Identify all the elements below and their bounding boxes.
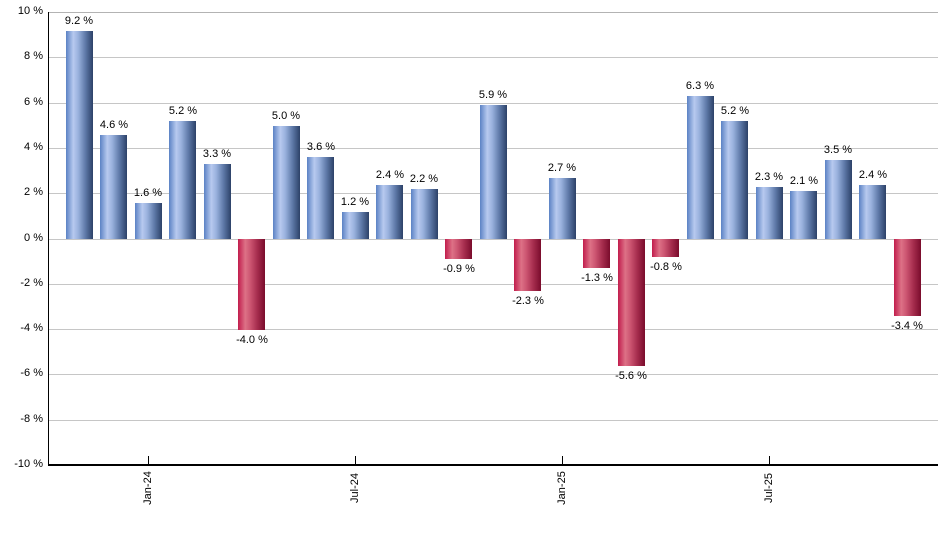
- bar-sep-24[interactable]: [411, 189, 438, 239]
- bar-value-label: 2.4 %: [858, 169, 888, 181]
- bar-value-label: 5.2 %: [168, 105, 198, 117]
- x-axis-tick: [148, 456, 149, 465]
- y-axis-label: -2 %: [20, 277, 43, 289]
- bar-value-label: -0.8 %: [650, 261, 682, 273]
- bar-jun-25[interactable]: [721, 121, 748, 239]
- bar-nov-24[interactable]: [480, 105, 507, 239]
- bar-value-label: 2.2 %: [409, 173, 439, 185]
- bar-value-label: -5.6 %: [615, 370, 647, 382]
- bar-feb-24[interactable]: [169, 121, 196, 239]
- bar-value-label: 2.7 %: [547, 162, 577, 174]
- bar-nov-23[interactable]: [66, 31, 93, 239]
- bar-sep-25[interactable]: [825, 160, 852, 239]
- y-axis-label: 0 %: [24, 232, 43, 244]
- gridline: [48, 374, 938, 375]
- x-axis-line: [48, 464, 938, 466]
- gridline: [48, 284, 938, 285]
- bar-value-label: 9.2 %: [64, 15, 94, 27]
- y-axis-label: -8 %: [20, 413, 43, 425]
- bar-value-label: 1.6 %: [133, 187, 163, 199]
- gridline: [48, 103, 938, 104]
- bar-value-label: 6.3 %: [685, 80, 715, 92]
- gridline: [48, 57, 938, 58]
- x-axis-label-jul-24: Jul-24: [349, 473, 361, 503]
- x-axis-tick: [562, 456, 563, 465]
- x-axis-label-jul-25: Jul-25: [763, 473, 775, 503]
- bar-value-label: 4.6 %: [99, 119, 129, 131]
- bar-apr-24[interactable]: [238, 239, 265, 330]
- bar-value-label: 3.6 %: [306, 141, 336, 153]
- gridline: [48, 12, 938, 13]
- y-axis-label: 2 %: [24, 186, 43, 198]
- bar-aug-25[interactable]: [790, 191, 817, 239]
- bar-may-25[interactable]: [687, 96, 714, 239]
- bar-value-label: 5.0 %: [271, 110, 301, 122]
- bar-value-label: -1.3 %: [581, 272, 613, 284]
- bar-jun-24[interactable]: [307, 157, 334, 239]
- bar-value-label: 5.2 %: [720, 105, 750, 117]
- bar-apr-25[interactable]: [652, 239, 679, 257]
- bar-value-label: 2.1 %: [789, 175, 819, 187]
- bar-value-label: 2.4 %: [375, 169, 405, 181]
- bar-jan-24[interactable]: [135, 203, 162, 239]
- gridline: [48, 329, 938, 330]
- y-axis-label: 10 %: [17, 5, 43, 17]
- bar-feb-25[interactable]: [583, 239, 610, 268]
- bar-dec-23[interactable]: [100, 135, 127, 239]
- gridline: [48, 239, 938, 240]
- bar-value-label: -3.4 %: [891, 320, 923, 332]
- bar-dec-24[interactable]: [514, 239, 541, 291]
- bar-aug-24[interactable]: [376, 185, 403, 239]
- bar-value-label: -0.9 %: [443, 263, 475, 275]
- x-axis-tick: [769, 456, 770, 465]
- bar-oct-24[interactable]: [445, 239, 472, 259]
- y-axis-label: -4 %: [20, 322, 43, 334]
- bar-value-label: 3.3 %: [202, 148, 232, 160]
- bar-value-label: 3.5 %: [823, 144, 853, 156]
- x-axis-label-jan-24: Jan-24: [142, 471, 154, 505]
- bar-mar-25[interactable]: [618, 239, 645, 366]
- y-axis-label: -6 %: [20, 367, 43, 379]
- x-axis-label-jan-25: Jan-25: [556, 471, 568, 505]
- bar-oct-25[interactable]: [859, 185, 886, 239]
- y-axis-label: 6 %: [24, 96, 43, 108]
- bar-value-label: 1.2 %: [340, 196, 370, 208]
- bar-jul-24[interactable]: [342, 212, 369, 239]
- x-axis-tick: [355, 456, 356, 465]
- bar-value-label: 5.9 %: [478, 89, 508, 101]
- y-axis-label: 8 %: [24, 50, 43, 62]
- bar-mar-24[interactable]: [204, 164, 231, 239]
- y-axis-label: -10 %: [14, 458, 43, 470]
- bar-nov-25[interactable]: [894, 239, 921, 316]
- bar-may-24[interactable]: [273, 126, 300, 239]
- y-axis-line: [48, 12, 49, 465]
- bar-value-label: -4.0 %: [236, 334, 268, 346]
- bar-jan-25[interactable]: [549, 178, 576, 239]
- bar-value-label: 2.3 %: [754, 171, 784, 183]
- bar-value-label: -2.3 %: [512, 295, 544, 307]
- bar-jul-25[interactable]: [756, 187, 783, 239]
- gridline: [48, 420, 938, 421]
- y-axis-label: 4 %: [24, 141, 43, 153]
